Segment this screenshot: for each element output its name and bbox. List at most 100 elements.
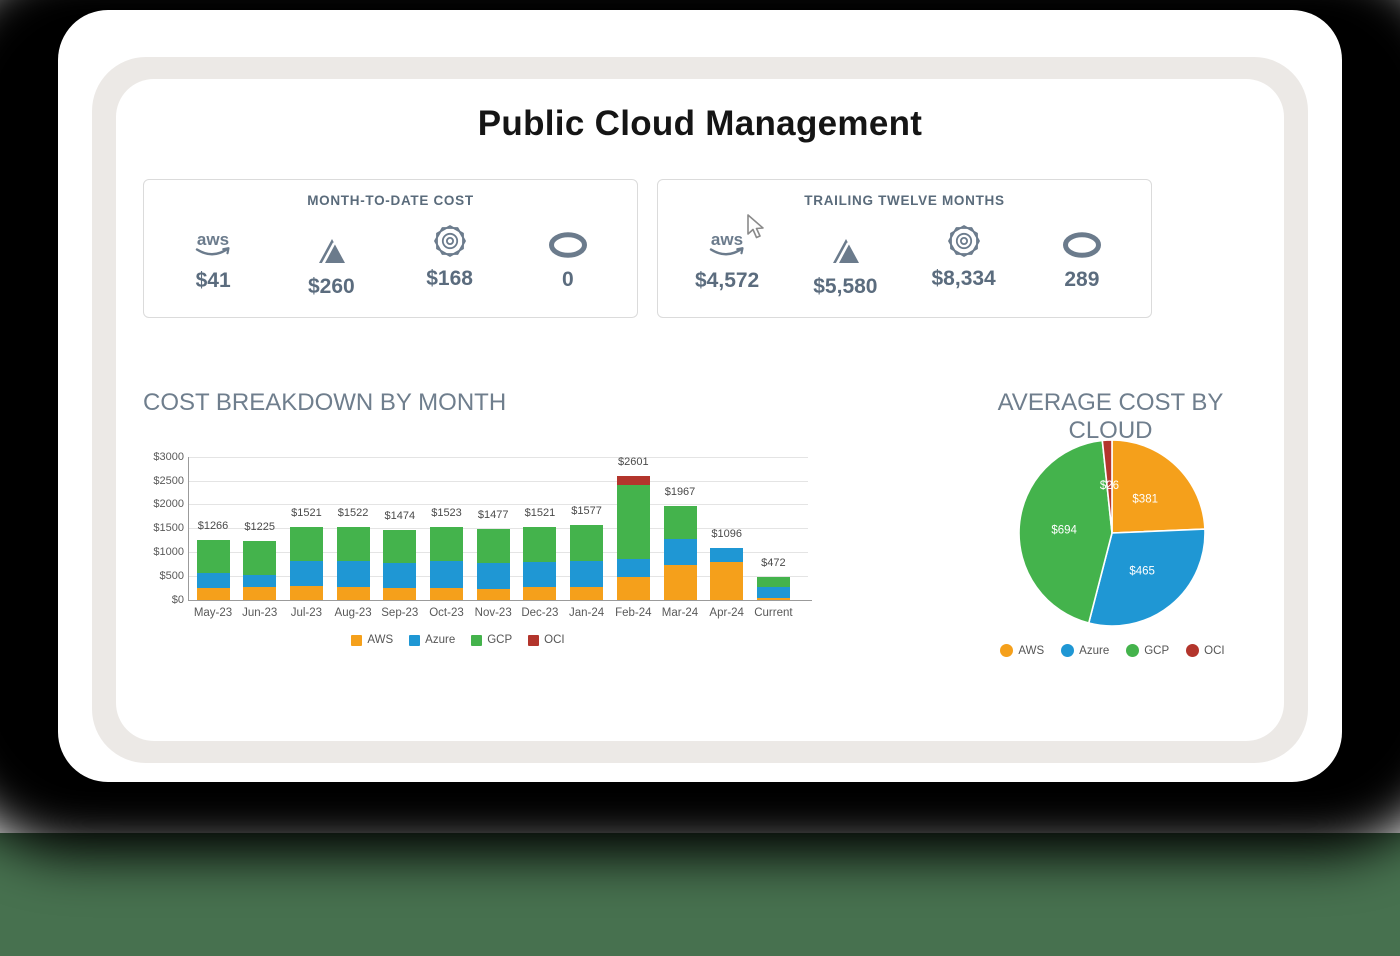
trailing-twelve-months-card: TRAILING TWELVE MONTHS aws $4,572 $5,580… — [657, 179, 1152, 318]
bar-segment-aws[interactable] — [756, 597, 790, 600]
legend-item-aws[interactable]: AWS — [351, 634, 393, 646]
bar-segment-aws[interactable] — [430, 587, 463, 600]
bar-total-label: $1266 — [197, 519, 229, 532]
x-axis-category-label: Jul-23 — [290, 607, 323, 619]
bar-segment-aws[interactable] — [383, 587, 417, 600]
month-to-date-cost-card: MONTH-TO-DATE COST aws $41 $260 $168 0 — [143, 179, 638, 318]
legend-item-azure[interactable]: Azure — [409, 634, 455, 646]
bar-segment-aws[interactable] — [523, 586, 557, 600]
legend-swatch — [351, 634, 363, 646]
provider-stat-gcp: $168 — [393, 222, 507, 291]
pie-slice-azure[interactable] — [1087, 528, 1206, 627]
pie-value-label: $381 — [1132, 493, 1158, 505]
bar-segment-aws[interactable] — [663, 564, 697, 600]
aws-icon: aws — [195, 230, 230, 256]
x-axis-category-label: May-23 — [193, 607, 233, 619]
hexagon-nut-icon — [947, 225, 980, 257]
azure-icon — [319, 239, 346, 263]
bar-segment-azure[interactable] — [523, 561, 557, 587]
bar-segment-azure[interactable] — [756, 586, 790, 598]
legend-label: Azure — [425, 634, 456, 646]
x-axis-category-label: Jan-24 — [569, 607, 605, 619]
bar-segment-azure[interactable] — [336, 560, 370, 587]
provider-value: $5,580 — [813, 275, 878, 298]
bar-total-label: $1967 — [664, 486, 696, 499]
aws-icon: aws — [709, 230, 744, 256]
pie-value-label: $465 — [1129, 565, 1155, 577]
pie-slice-oci[interactable] — [1101, 439, 1113, 534]
bar-segment-aws[interactable] — [196, 587, 230, 600]
bar-segment-azure[interactable] — [710, 547, 744, 562]
oci-icon-wrap — [547, 223, 589, 259]
provider-stat-aws: aws $4,572 — [670, 224, 784, 293]
x-axis-line — [188, 600, 812, 601]
y-axis-tick-label: $0 — [171, 594, 184, 606]
bar-segment-azure[interactable] — [616, 559, 650, 578]
bar-segment-gcp[interactable] — [289, 527, 323, 562]
oracle-oval-icon — [548, 232, 587, 258]
legend-swatch — [471, 634, 483, 646]
legend-label: AWS — [1018, 644, 1045, 657]
bar-segment-gcp[interactable] — [523, 527, 557, 562]
provider-stat-gcp: $8,334 — [907, 222, 1021, 291]
cost-breakdown-bar-chart: $0 $500 $1000 $1500 $2000 $2500 $3000 $1266 May-… — [148, 450, 838, 665]
bar-total-label: $1522 — [337, 507, 369, 520]
bar-segment-aws[interactable] — [243, 587, 277, 600]
bar-segment-aws[interactable] — [570, 586, 604, 600]
bar-segment-gcp[interactable] — [243, 541, 277, 576]
legend-item-gcp[interactable]: GCP — [471, 634, 512, 646]
bar-segment-gcp[interactable] — [756, 577, 790, 587]
legend-label: GCP — [1144, 644, 1170, 657]
legend-label: OCI — [544, 634, 565, 646]
bar-segment-azure[interactable] — [430, 560, 463, 588]
legend-label: OCI — [1204, 644, 1225, 657]
bar-segment-aws[interactable] — [616, 577, 650, 600]
bar-segment-aws[interactable] — [289, 586, 323, 600]
bar-total-label: $1521 — [524, 507, 556, 520]
gridline — [188, 456, 808, 458]
bar-total-label: $1474 — [384, 509, 416, 522]
legend-item-oci[interactable]: OCI — [528, 634, 565, 646]
card-title-month-to-date: MONTH-TO-DATE COST — [307, 193, 474, 208]
bar-total-label: $1225 — [244, 521, 275, 534]
bar-segment-gcp[interactable] — [476, 529, 510, 563]
pie-legend-item-aws[interactable]: AWS — [1000, 644, 1044, 657]
y-axis-tick-label: $3000 — [153, 450, 184, 463]
x-axis-category-label: Apr-24 — [709, 607, 744, 619]
bar-segment-gcp[interactable] — [663, 506, 697, 540]
azure-icon-wrap — [827, 230, 863, 266]
bar-segment-azure[interactable] — [663, 539, 697, 565]
svg-text:aws: aws — [197, 230, 229, 249]
bar-segment-gcp[interactable] — [430, 527, 463, 561]
azure-icon-wrap — [313, 230, 349, 266]
bar-segment-aws[interactable] — [336, 586, 370, 600]
bar-segment-aws[interactable] — [710, 561, 744, 600]
pie-slice-gcp[interactable] — [1018, 439, 1113, 625]
legend-dot — [1126, 644, 1140, 657]
x-axis-category-label: Sep-23 — [381, 607, 419, 619]
bar-segment-azure[interactable] — [383, 563, 417, 588]
y-axis-tick-label: $1000 — [153, 546, 184, 559]
legend-dot — [1186, 644, 1200, 657]
bar-segment-azure[interactable] — [289, 561, 323, 587]
provider-stat-oci: 0 — [511, 223, 625, 292]
provider-stat-aws: aws $41 — [156, 224, 270, 293]
bar-segment-oci[interactable] — [616, 475, 650, 485]
pie-legend-item-oci[interactable]: OCI — [1186, 644, 1225, 657]
bar-segment-azure[interactable] — [570, 560, 604, 587]
oci-icon-wrap — [1061, 223, 1103, 259]
bar-segment-aws[interactable] — [476, 589, 510, 600]
oracle-oval-icon — [1062, 232, 1101, 258]
pie-legend-item-azure[interactable]: Azure — [1061, 644, 1109, 657]
bar-segment-gcp[interactable] — [570, 524, 604, 561]
outer-card — [58, 10, 1342, 782]
bar-segment-gcp[interactable] — [383, 529, 417, 564]
bar-segment-gcp[interactable] — [616, 484, 650, 560]
pie-slice-aws[interactable] — [1111, 439, 1206, 534]
bar-segment-azure[interactable] — [196, 573, 230, 588]
bar-segment-gcp[interactable] — [336, 527, 370, 561]
bar-segment-gcp[interactable] — [196, 539, 230, 574]
bar-segment-azure[interactable] — [243, 575, 277, 587]
bar-segment-azure[interactable] — [476, 562, 510, 589]
pie-legend-item-gcp[interactable]: GCP — [1126, 644, 1169, 657]
